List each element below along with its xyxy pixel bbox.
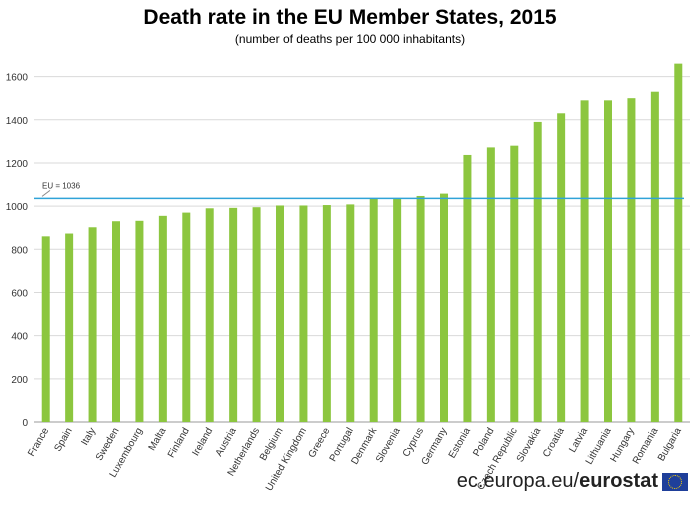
eurostat-footer: ec.europa.eu/ eurostat <box>457 470 688 493</box>
category-label: France <box>26 426 51 459</box>
category-label: Malta <box>147 426 169 453</box>
category-label: Bulgaria <box>656 426 684 464</box>
category-label: Poland <box>471 426 496 458</box>
bar-netherlands <box>252 207 261 422</box>
footer-brand: eurostat <box>579 470 658 492</box>
category-label: Spain <box>52 426 74 454</box>
eu-flag-icon <box>662 472 688 491</box>
bar-sweden <box>112 221 120 422</box>
category-label: Latvia <box>567 426 590 455</box>
category-label: Ireland <box>190 426 215 458</box>
bar-lithuania <box>604 100 612 422</box>
y-tick-label: 1600 <box>6 73 29 84</box>
bar-luxembourg <box>135 220 144 422</box>
chart-title: Death rate in the EU Member States, 2015 <box>143 6 557 29</box>
bar-croatia <box>557 113 566 422</box>
category-label: Estonia <box>447 426 473 461</box>
bar-italy <box>88 227 97 422</box>
bar-spain <box>65 233 74 422</box>
bar-germany <box>440 193 448 422</box>
bar-france <box>41 236 50 422</box>
footer-domain: ec.europa.eu/ <box>456 470 580 492</box>
bar-finland <box>182 212 191 422</box>
y-tick-label: 600 <box>11 288 28 299</box>
eu-label-leader <box>41 189 51 197</box>
y-tick-label: 1000 <box>6 202 29 213</box>
bar-denmark <box>369 198 378 422</box>
category-label: Croatia <box>541 426 567 460</box>
bar-portugal <box>346 204 355 422</box>
y-tick-label: 800 <box>11 245 28 256</box>
bar-greece <box>322 205 331 422</box>
bar-austria <box>229 207 238 422</box>
bar-estonia <box>463 154 472 422</box>
bar-belgium <box>276 205 284 422</box>
bar-malta <box>158 215 167 422</box>
bar-hungary <box>627 98 636 423</box>
bar-slovenia <box>393 198 402 422</box>
bar-bulgaria <box>674 63 683 423</box>
category-label: Italy <box>79 426 98 447</box>
bar-romania <box>650 91 659 422</box>
category-label: Austria <box>214 426 239 459</box>
bar-poland <box>486 147 495 422</box>
bar-slovakia <box>533 121 542 423</box>
category-label: Finland <box>166 426 192 460</box>
eu-average-label: EU = 1036 <box>42 181 81 190</box>
bar-ireland <box>205 208 214 422</box>
bar-cyprus <box>416 195 425 422</box>
y-tick-label: 1400 <box>6 116 29 127</box>
bar-latvia <box>580 100 589 422</box>
y-tick-label: 1200 <box>6 159 29 170</box>
chart-subtitle: (number of deaths per 100 000 inhabitant… <box>234 32 466 46</box>
y-tick-label: 200 <box>11 375 28 386</box>
y-tick-label: 0 <box>22 418 28 429</box>
bar-united-kingdom <box>299 205 308 422</box>
category-label: Cyprus <box>401 426 426 459</box>
y-tick-label: 400 <box>11 332 28 343</box>
bar-czech-republic <box>510 145 519 422</box>
